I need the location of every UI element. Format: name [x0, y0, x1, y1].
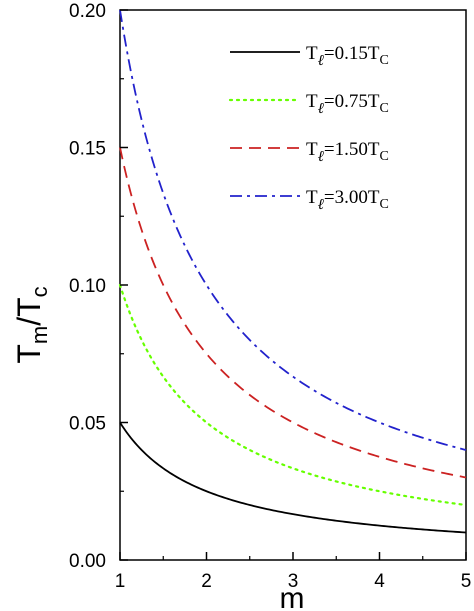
ticks-layer: 1 2 3 4 5 0.00 0.05 0.10 0.15 0.20 — [69, 1, 471, 592]
plot-frame — [119, 9, 467, 561]
legend: Tℓ=0.15TC Tℓ=0.75TC Tℓ=1.50TC Tℓ=3.00TC — [228, 43, 389, 213]
x-axis-title: m — [280, 582, 305, 611]
legend-label: Tℓ=3.00TC — [306, 187, 389, 213]
x-tick-label: 3 — [288, 571, 299, 592]
x-tick-label: 4 — [374, 571, 385, 592]
series-line-2 — [118, 283, 468, 507]
x-tick-label: 1 — [115, 571, 126, 592]
y-axis-title-main: T — [11, 344, 47, 364]
y-axis-title-sub1: m — [27, 326, 52, 344]
y-axis-title: Tm/Tc — [11, 286, 52, 363]
y-tick-label: 0.15 — [69, 139, 106, 160]
y-tick-label: 0.10 — [69, 276, 106, 297]
legend-label: Tℓ=0.15TC — [306, 43, 389, 69]
legend-item-3: Tℓ=1.50TC — [230, 139, 389, 165]
y-tick-label: 0.05 — [69, 414, 106, 435]
legend-label: Tℓ=1.50TC — [306, 139, 389, 165]
legend-label: Tℓ=0.75TC — [306, 91, 389, 117]
legend-item-4: Tℓ=3.00TC — [230, 187, 389, 213]
plot-area: 1 2 3 4 5 0.00 0.05 0.10 0.15 0.20 — [69, 1, 471, 592]
series-layer — [118, 9, 468, 534]
x-tick-label: 2 — [201, 571, 212, 592]
y-axis-title-slash: /T — [11, 297, 47, 325]
y-tick-label: 0.20 — [69, 1, 106, 22]
legend-item-1: Tℓ=0.15TC — [230, 43, 389, 69]
svg-text:Tm/Tc: Tm/Tc — [11, 286, 52, 363]
y-tick-label: 0.00 — [69, 551, 106, 572]
x-tick-label: 5 — [461, 571, 472, 592]
series-line-4 — [119, 9, 467, 451]
series-line-1 — [119, 422, 467, 534]
series-line-3 — [119, 147, 467, 479]
legend-item-2: Tℓ=0.75TC — [228, 91, 389, 117]
y-axis-title-sub2: c — [27, 286, 52, 297]
